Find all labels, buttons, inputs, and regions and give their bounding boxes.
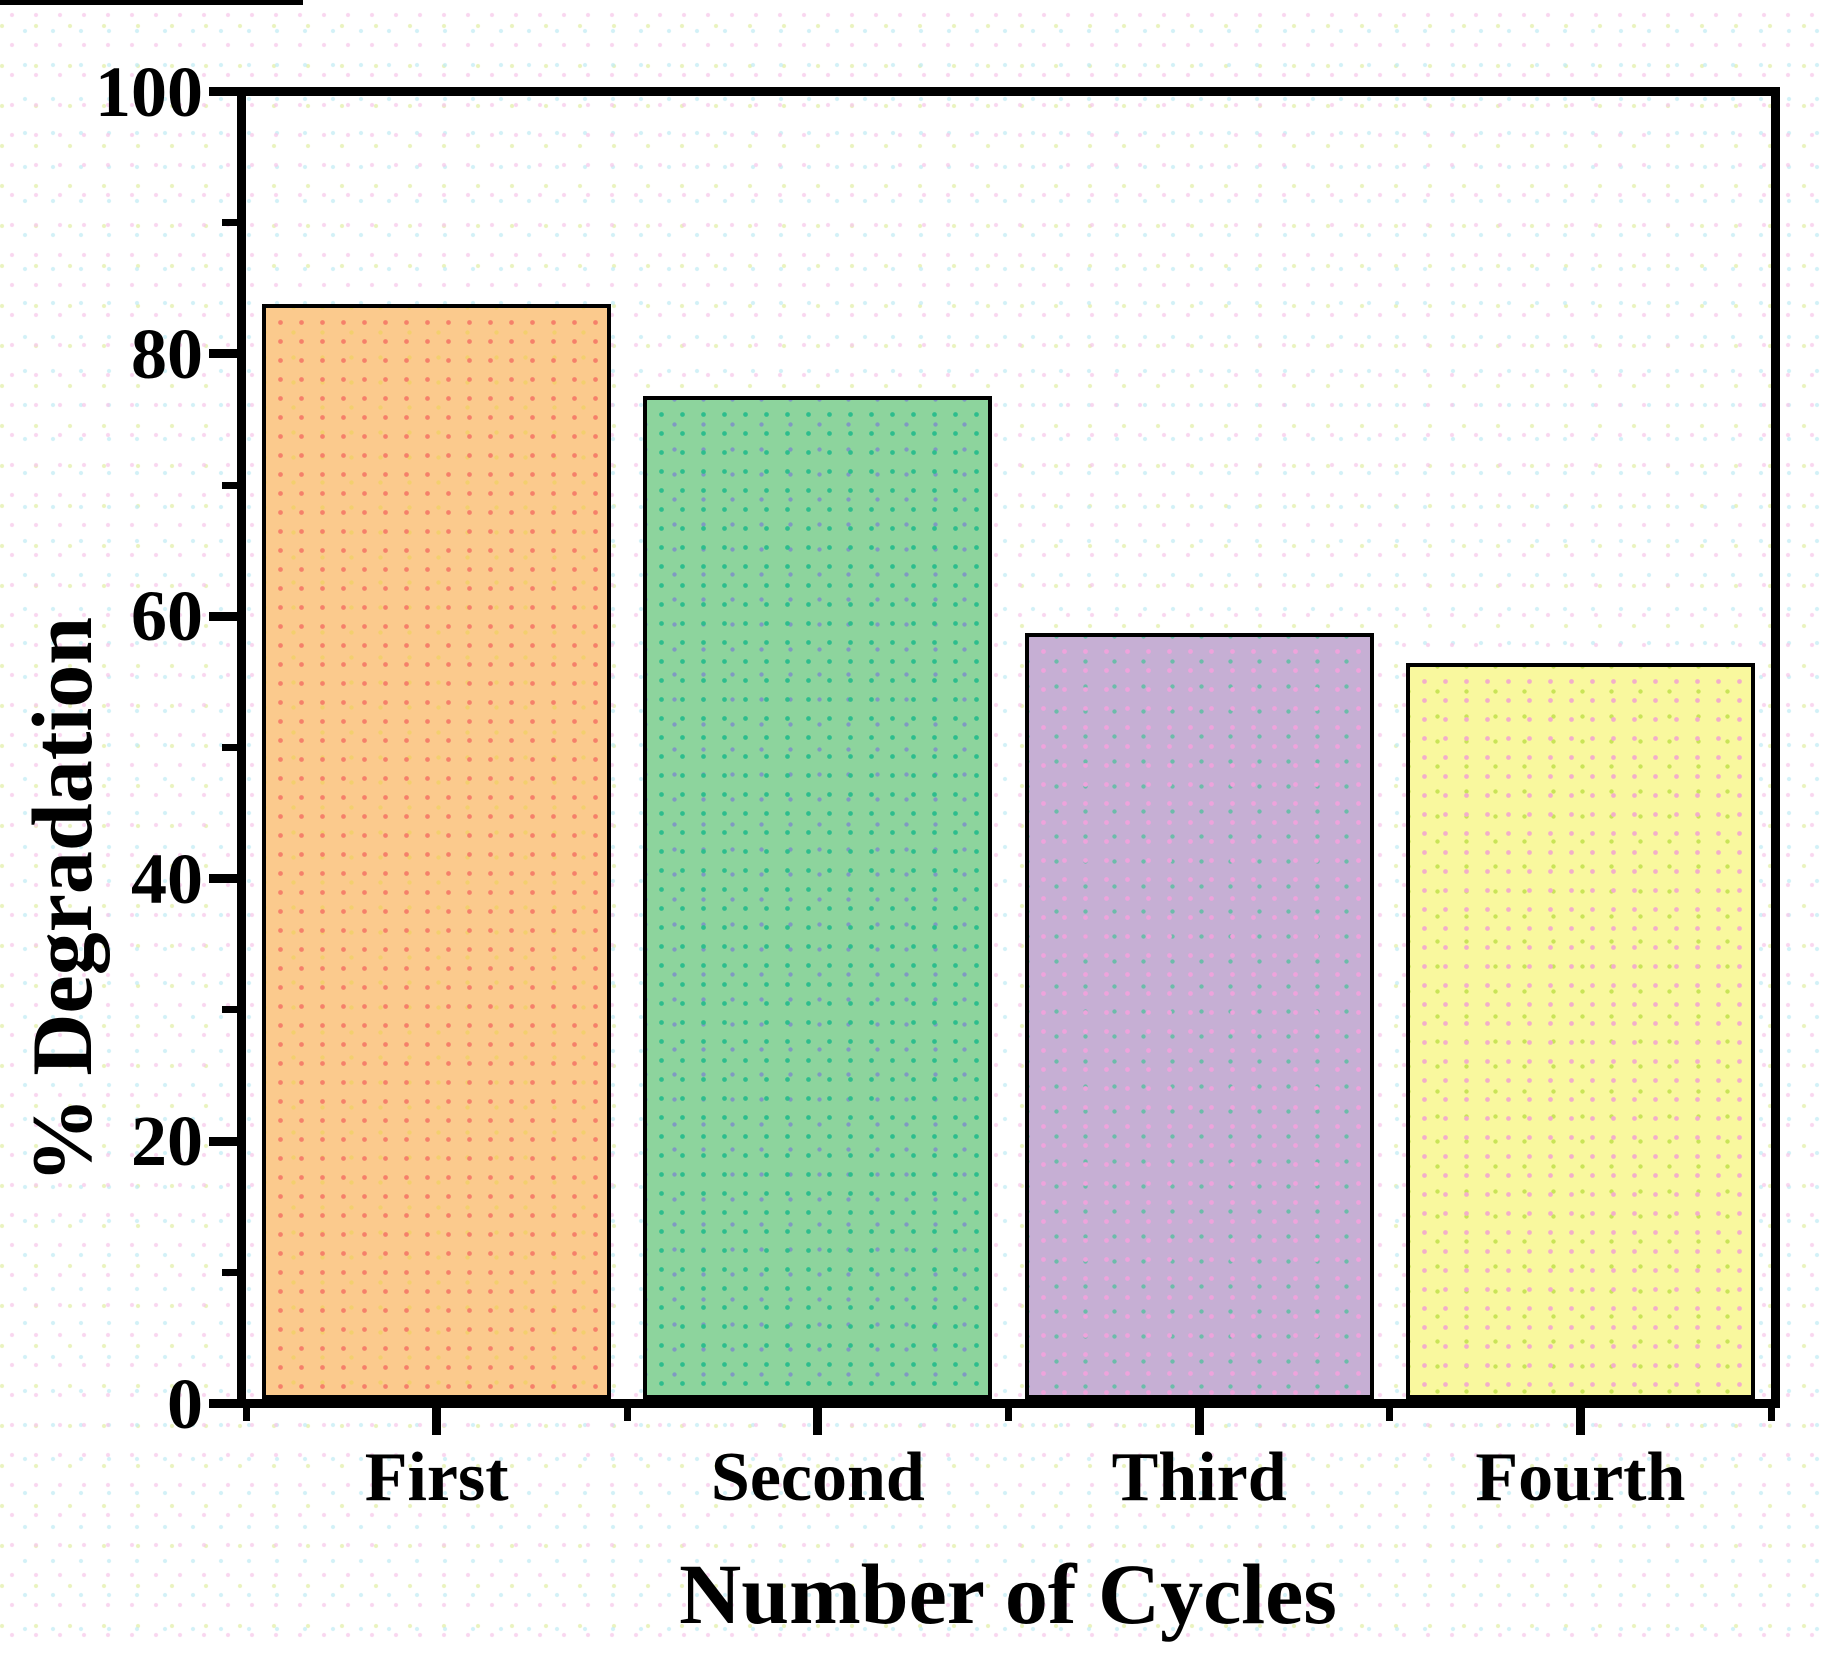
x-major-tick-second xyxy=(813,1408,823,1435)
y-tick-label-100: 100 xyxy=(95,51,203,132)
x-minor-tick-3 xyxy=(1386,1408,1394,1421)
x-tick-label-third: Third xyxy=(1111,1439,1287,1516)
y-major-tick-40 xyxy=(209,874,237,884)
y-minor-tick-90 xyxy=(222,219,237,227)
y-tick-label-60: 60 xyxy=(131,576,203,657)
x-axis-title: Number of Cycles xyxy=(679,1546,1337,1642)
x-minor-tick-0 xyxy=(242,1408,250,1421)
x-major-tick-third xyxy=(1194,1408,1204,1435)
top-crop-artifact-line xyxy=(0,0,303,5)
x-major-tick-first xyxy=(432,1408,442,1435)
y-minor-tick-10 xyxy=(222,1268,237,1276)
x-minor-tick-1 xyxy=(623,1408,631,1421)
y-major-tick-0 xyxy=(209,1399,237,1408)
y-major-tick-100 xyxy=(209,87,237,96)
x-minor-tick-4 xyxy=(1767,1408,1775,1421)
x-tick-label-first: First xyxy=(364,1439,509,1516)
y-minor-tick-50 xyxy=(222,744,237,751)
y-tick-label-40: 40 xyxy=(131,838,203,919)
bar-second xyxy=(643,396,992,1399)
y-minor-tick-30 xyxy=(222,1006,237,1014)
y-minor-tick-70 xyxy=(222,481,237,489)
y-major-tick-20 xyxy=(209,1136,237,1146)
x-tick-label-second: Second xyxy=(710,1439,925,1516)
y-major-tick-60 xyxy=(209,611,237,621)
y-major-tick-80 xyxy=(209,349,237,359)
x-minor-tick-2 xyxy=(1005,1408,1012,1421)
bar-fourth xyxy=(1406,663,1755,1399)
y-tick-label-0: 0 xyxy=(167,1363,203,1444)
bar-third xyxy=(1025,633,1374,1399)
x-major-tick-fourth xyxy=(1575,1408,1585,1435)
y-tick-label-80: 80 xyxy=(131,313,203,394)
x-tick-label-fourth: Fourth xyxy=(1475,1439,1686,1516)
y-tick-label-20: 20 xyxy=(131,1101,203,1182)
bar-first xyxy=(262,304,611,1399)
